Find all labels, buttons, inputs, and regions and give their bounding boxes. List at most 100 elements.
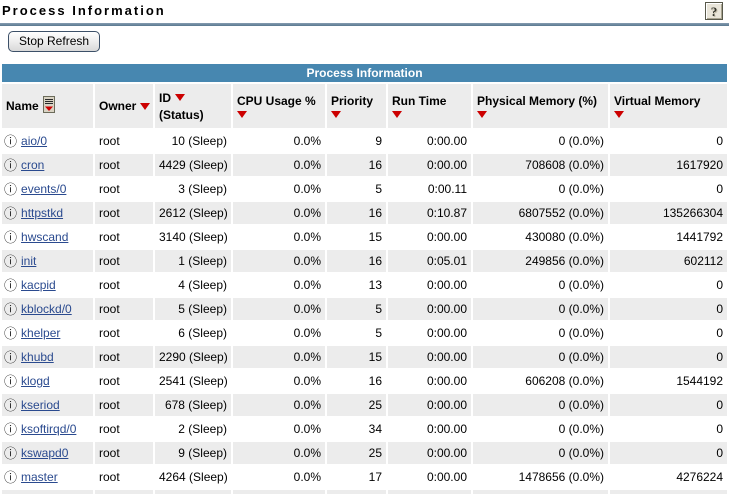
- column-header-owner[interactable]: Owner: [95, 84, 153, 128]
- process-name-link[interactable]: cron: [21, 158, 45, 172]
- process-name-link[interactable]: events/0: [21, 182, 67, 196]
- info-icon[interactable]: ⓘ: [4, 182, 18, 197]
- process-name-cell: ⓘ init: [2, 250, 93, 272]
- column-label: Virtual Memory: [614, 94, 701, 108]
- info-icon[interactable]: ⓘ: [4, 374, 18, 389]
- priority-cell: 5: [375, 326, 382, 340]
- sort-descending-icon[interactable]: [477, 111, 487, 118]
- process-name-link[interactable]: init: [21, 254, 37, 268]
- owner-cell: root: [95, 442, 153, 464]
- help-button[interactable]: ?: [705, 2, 723, 20]
- physical-memory-cell: 0 (0.0%): [473, 394, 608, 416]
- priority-cell: 16: [327, 202, 386, 224]
- process-name-link[interactable]: hwscand: [21, 230, 69, 244]
- process-name-link[interactable]: httpstkd: [21, 206, 64, 220]
- info-icon[interactable]: ⓘ: [4, 446, 18, 461]
- id-status-cell: 10 (Sleep): [171, 134, 227, 148]
- owner-cell: root: [99, 326, 120, 340]
- process-row: ⓘ aio/0 root 10 (Sleep) 0.0% 9 0:00.00 0 …: [2, 130, 727, 152]
- sort-descending-icon[interactable]: [175, 94, 185, 101]
- cpu-usage-cell: 0.0%: [233, 202, 325, 224]
- process-row: ⓘ events/0 root 3 (Sleep) 0.0% 5 0:00.11 …: [2, 178, 727, 200]
- stop-refresh-button[interactable]: Stop Refresh: [8, 31, 101, 52]
- column-header-physical-memory[interactable]: Physical Memory (%): [473, 84, 608, 128]
- sort-descending-icon[interactable]: [614, 111, 624, 118]
- virtual-memory-cell: 135266304: [610, 202, 728, 224]
- sort-descending-icon[interactable]: [140, 102, 151, 110]
- physical-memory-cell: 249856 (0.0%): [473, 250, 608, 272]
- priority-cell: 15: [368, 230, 382, 244]
- process-row: ⓘmysqld root 4265 (Sleep) 0.0% 16 0:00.2…: [2, 490, 728, 494]
- process-row: ⓘ klogd root 2541 (Sleep) 0.0% 16 0:00.00…: [2, 370, 727, 392]
- table-title-row: Process Information: [2, 64, 728, 82]
- process-row: ⓘ kseriod root 678 (Sleep) 0.0% 25 0:00.0…: [2, 394, 728, 416]
- physical-memory-cell: 430080 (0.0%): [525, 230, 604, 244]
- priority-cell: 34: [368, 422, 382, 436]
- info-icon[interactable]: ⓘ: [4, 254, 18, 269]
- column-header-name[interactable]: Name: [2, 84, 93, 128]
- process-name-link[interactable]: klogd: [21, 374, 50, 388]
- info-icon[interactable]: ⓘ: [4, 422, 18, 437]
- process-name-cell: ⓘ ksoftirqd/0: [2, 418, 93, 440]
- page-header: Process Information ?: [0, 0, 729, 23]
- virtual-memory-cell: 0: [610, 298, 728, 320]
- column-header-virtual-memory[interactable]: Virtual Memory: [610, 84, 728, 128]
- process-name-link[interactable]: master: [21, 470, 58, 484]
- priority-cell: 5: [375, 182, 382, 196]
- priority-cell: 16: [368, 374, 382, 388]
- sort-descending-icon[interactable]: [331, 111, 341, 118]
- column-header-cpu-usage[interactable]: CPU Usage %: [233, 84, 325, 128]
- sort-descending-icon[interactable]: [237, 111, 247, 118]
- process-name-link[interactable]: kblockd/0: [21, 302, 72, 316]
- process-name-cell: ⓘ events/0: [2, 178, 93, 200]
- process-row: ⓘ master root 4264 (Sleep) 0.0% 17 0:00.0…: [2, 466, 727, 488]
- info-icon[interactable]: ⓘ: [4, 230, 18, 245]
- process-row: ⓘ kswapd0 root 9 (Sleep) 0.0% 25 0:00.00 …: [2, 442, 728, 464]
- column-header-priority[interactable]: Priority: [327, 84, 386, 128]
- run-time-cell: 0:00.00: [426, 134, 467, 148]
- owner-cell: root: [99, 134, 120, 148]
- run-time-cell: 0:05.01: [388, 250, 471, 272]
- info-icon[interactable]: ⓘ: [4, 398, 18, 413]
- owner-cell: root: [99, 230, 120, 244]
- virtual-memory-cell: 0: [716, 134, 724, 148]
- process-name-link[interactable]: aio/0: [21, 134, 48, 148]
- process-name-link[interactable]: kacpid: [21, 278, 56, 292]
- process-name-link[interactable]: kswapd0: [21, 446, 69, 460]
- column-header-id-status[interactable]: ID (Status): [155, 84, 231, 128]
- physical-memory-cell: 0 (0.0%): [473, 298, 608, 320]
- info-icon[interactable]: ⓘ: [4, 470, 18, 485]
- virtual-memory-cell: 50205056: [610, 490, 728, 494]
- info-icon[interactable]: ⓘ: [4, 134, 18, 149]
- info-icon[interactable]: ⓘ: [4, 278, 18, 293]
- owner-cell: root: [99, 278, 120, 292]
- process-name-link[interactable]: khubd: [21, 350, 54, 364]
- column-label: Priority: [331, 94, 374, 108]
- column-label: Physical Memory (%): [477, 94, 598, 108]
- process-row: ⓘ kacpid root 4 (Sleep) 0.0% 13 0:00.00 0…: [2, 274, 727, 296]
- info-icon[interactable]: ⓘ: [4, 350, 18, 365]
- virtual-memory-cell: 0: [716, 182, 724, 196]
- process-row: ⓘ khelper root 6 (Sleep) 0.0% 5 0:00.00 0…: [2, 322, 727, 344]
- process-name-link[interactable]: kseriod: [21, 398, 60, 412]
- process-name-link[interactable]: ksoftirqd/0: [21, 422, 77, 436]
- process-row: ⓘ hwscand root 3140 (Sleep) 0.0% 15 0:00.…: [2, 226, 727, 248]
- info-icon[interactable]: ⓘ: [4, 206, 18, 221]
- sort-descending-icon[interactable]: [392, 111, 402, 118]
- info-icon[interactable]: ⓘ: [4, 158, 18, 173]
- physical-memory-cell: 0 (0.0%): [558, 278, 604, 292]
- column-label: Owner: [99, 99, 137, 113]
- priority-cell: 16: [327, 154, 386, 176]
- owner-cell: root: [99, 182, 120, 196]
- column-label: ID: [159, 90, 171, 105]
- info-icon[interactable]: ⓘ: [4, 302, 18, 317]
- sorted-column-indicator-icon[interactable]: [42, 96, 55, 116]
- column-header-run-time[interactable]: Run Time: [388, 84, 471, 128]
- process-row: ⓘ ksoftirqd/0 root 2 (Sleep) 0.0% 34 0:00…: [2, 418, 727, 440]
- process-name-cell: ⓘ khelper: [2, 322, 93, 344]
- info-icon[interactable]: ⓘ: [4, 326, 18, 341]
- id-status-cell: 6 (Sleep): [178, 326, 227, 340]
- process-name-link[interactable]: khelper: [21, 326, 61, 340]
- process-row: ⓘ kblockd/0 root 5 (Sleep) 0.0% 5 0:00.00…: [2, 298, 728, 320]
- id-status-cell: 3 (Sleep): [178, 182, 227, 196]
